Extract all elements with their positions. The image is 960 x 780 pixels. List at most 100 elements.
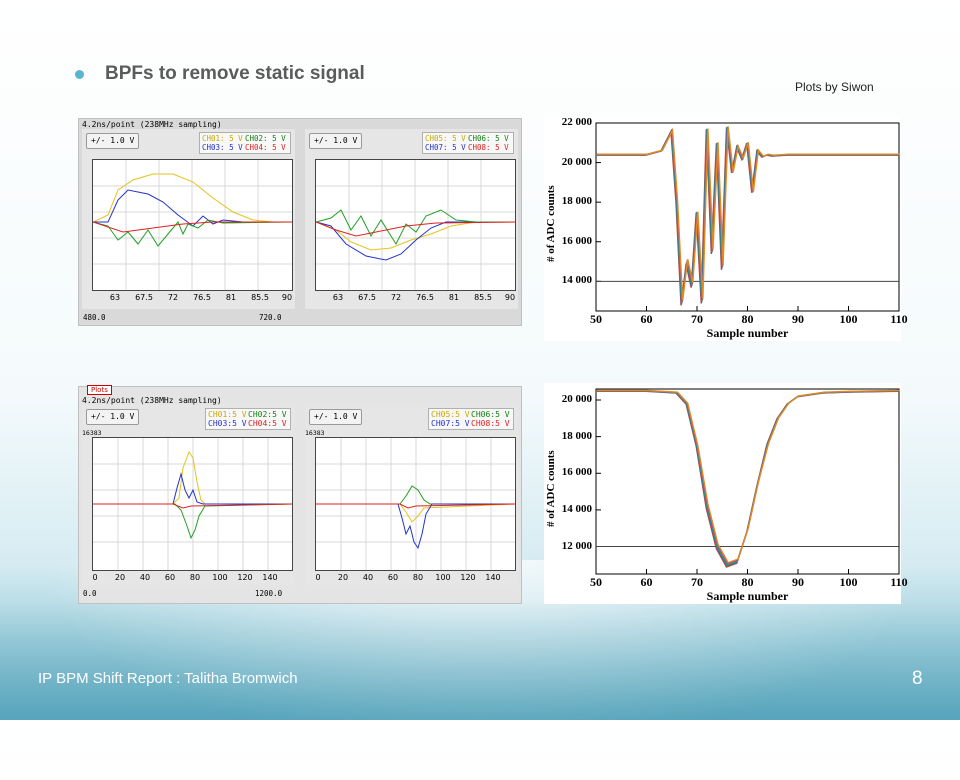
adc-chart-svg — [595, 122, 900, 312]
plots-tab[interactable]: Plots — [87, 385, 112, 395]
trace-ch04 — [93, 503, 292, 509]
x-tick: 63 — [109, 293, 121, 302]
channel-legend: CH05:5 V CH06:5 V CH07:5 V CH08:5 V — [428, 408, 514, 430]
y-tick-label: 14 000 — [561, 274, 592, 287]
x-axis-label: Sample number — [706, 326, 789, 340]
scope-panel-left: +/- 1.0 V CH01: 5 V CH02: 5 V CH03: 5 V … — [82, 129, 295, 309]
y-tick-label: 22 000 — [561, 116, 592, 128]
x-tick: 60 — [164, 573, 176, 582]
x-tick: 90 — [281, 293, 293, 302]
y-tick-label: 16 000 — [561, 466, 592, 479]
waveform-svg — [93, 160, 292, 290]
waveform-svg — [93, 438, 292, 570]
y-max-label: 16383 — [305, 429, 325, 437]
range-select[interactable]: +/- 1.0 V — [309, 133, 363, 149]
x-tick: 63 — [332, 293, 344, 302]
waveform-plot — [92, 159, 293, 291]
x-tick-label: 80 — [741, 312, 754, 326]
x-tick: 67.5 — [358, 293, 376, 302]
trace-ch06 — [316, 209, 515, 246]
y-tick-label: 18 000 — [561, 195, 592, 208]
trace-ch04 — [93, 221, 292, 233]
y-tick-label: 18 000 — [561, 429, 592, 442]
x-tick-label: 100 — [839, 312, 858, 326]
y-axis-label: # of ADC counts — [545, 185, 557, 262]
x-tick: 0 — [315, 573, 321, 582]
scope-screenshot-bottom: Plots 4.2ns/point (238MHz sampling) +/- … — [78, 385, 522, 604]
y-tick-label: 14 000 — [561, 502, 592, 515]
waveform-plot — [315, 159, 516, 291]
adc-trace — [596, 389, 900, 565]
legend-ch05: CH05: 5 V — [425, 134, 466, 143]
range-select[interactable]: +/- 1.0 V — [86, 133, 140, 149]
x-tick-label: 100 — [839, 575, 858, 589]
x-tick: 90 — [504, 293, 516, 302]
trace-ch07 — [316, 503, 515, 550]
x-tick: 40 — [362, 573, 374, 582]
scope-panel-left: +/- 1.0 V CH01:5 V CH02:5 V CH03:5 V CH0… — [82, 405, 295, 585]
x-tick: 81 — [448, 293, 460, 302]
trace-ch06 — [316, 485, 515, 505]
y-max-label: 16383 — [82, 429, 102, 437]
x-tick: 20 — [337, 573, 349, 582]
trace-ch03 — [93, 472, 292, 505]
page-number: 8 — [912, 668, 923, 689]
legend-ch01: CH01:5 V — [208, 410, 247, 419]
x-tick: 140 — [262, 573, 278, 582]
bullet-icon — [75, 70, 84, 79]
channel-legend: CH01: 5 V CH02: 5 V CH03: 5 V CH04: 5 V — [199, 132, 291, 154]
x-tick-label: 50 — [590, 312, 602, 326]
sampling-rate: 4.2ns/point (238MHz sampling) — [82, 120, 222, 129]
time-start: 0.0 — [83, 589, 97, 598]
legend-ch04: CH04: 5 V — [245, 143, 286, 152]
x-tick-label: 90 — [792, 312, 804, 326]
y-tick-label: 20 000 — [561, 155, 592, 168]
y-tick-label: 12 000 — [561, 539, 592, 552]
adc-trace — [596, 126, 900, 301]
adc-trace — [595, 390, 899, 567]
range-select[interactable]: +/- 1.0 V — [309, 409, 363, 425]
x-tick: 100 — [435, 573, 451, 582]
adc-chart-svg — [595, 388, 900, 575]
plot-credit: Plots by Siwon — [795, 80, 874, 94]
legend-ch08: CH08: 5 V — [468, 143, 509, 152]
x-tick-label: 70 — [691, 575, 703, 589]
waveform-plot — [92, 437, 293, 571]
x-tick: 67.5 — [135, 293, 153, 302]
x-axis-label: Sample number — [706, 589, 789, 603]
adc-trace — [595, 390, 899, 568]
sampling-rate: 4.2ns/point (238MHz sampling) — [82, 396, 222, 405]
legend-ch08: CH08:5 V — [471, 419, 510, 428]
x-tick: 100 — [212, 573, 228, 582]
y-tick-label: 16 000 — [561, 234, 592, 247]
x-tick: 40 — [139, 573, 151, 582]
x-tick-label: 60 — [640, 575, 653, 589]
legend-ch05: CH05:5 V — [431, 410, 470, 419]
x-tick: 85.5 — [474, 293, 492, 302]
trace-ch07 — [316, 221, 515, 261]
x-tick: 72 — [390, 293, 402, 302]
trace-ch01 — [93, 173, 292, 223]
time-end: 720.0 — [259, 313, 282, 322]
legend-ch07: CH07: 5 V — [425, 143, 466, 152]
legend-ch03: CH03:5 V — [208, 419, 247, 428]
x-tick: 80 — [412, 573, 424, 582]
legend-ch07: CH07:5 V — [431, 419, 470, 428]
trace-ch08 — [316, 503, 515, 509]
time-end: 1200.0 — [255, 589, 283, 598]
trace-ch01 — [93, 450, 292, 505]
channel-legend: CH05: 5 V CH06: 5 V CH07: 5 V CH08: 5 V — [422, 132, 514, 154]
x-tick: 0 — [92, 573, 98, 582]
x-tick: 120 — [460, 573, 476, 582]
adc-chart-top: 50 60 70 80 90 100 110 14 000 16 000 18 000 20 000… — [544, 116, 908, 341]
trace-ch03 — [93, 189, 292, 227]
channel-legend: CH01:5 V CH02:5 V CH03:5 V CH04:5 V — [205, 408, 291, 430]
x-tick: 85.5 — [251, 293, 269, 302]
legend-ch01: CH01: 5 V — [202, 134, 243, 143]
legend-ch04: CH04:5 V — [248, 419, 287, 428]
waveform-svg — [316, 160, 515, 290]
x-tick-label: 70 — [691, 312, 703, 326]
range-select[interactable]: +/- 1.0 V — [86, 409, 140, 425]
trace-ch08 — [316, 221, 515, 237]
time-start: 480.0 — [83, 313, 106, 322]
